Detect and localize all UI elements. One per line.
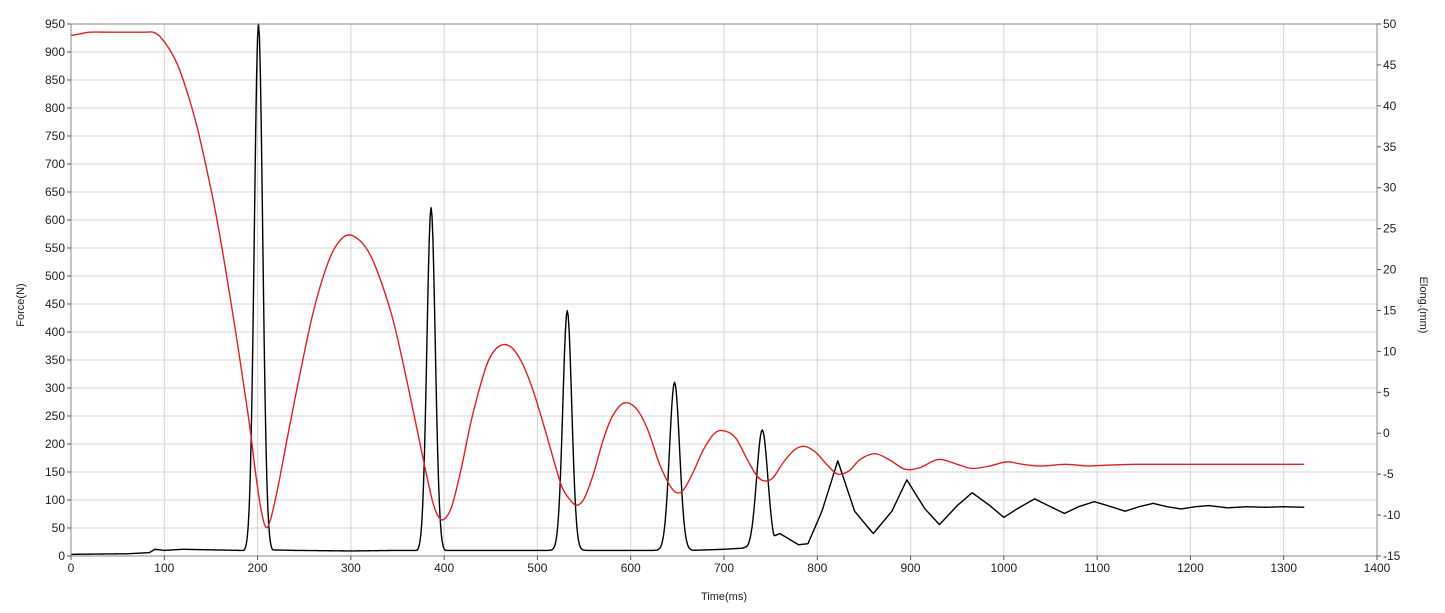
y-right-tick-label: 10: [1383, 344, 1397, 358]
y-axis-left-title: Force(N): [15, 283, 27, 326]
y-axis-right-title: Elong.(mm): [1417, 277, 1429, 334]
y-left-tick-label: 950: [45, 17, 65, 31]
y-right-tick-label: 50: [1383, 17, 1397, 31]
x-tick-label: 1100: [1084, 561, 1110, 575]
y-right-tick-label: -15: [1383, 549, 1401, 563]
y-left-tick-label: 400: [45, 325, 65, 339]
y-left-tick-label: 900: [45, 45, 65, 59]
y-right-tick-label: -10: [1383, 508, 1401, 522]
force-series-line: [70, 23, 1305, 556]
y-left-tick-label: 750: [45, 129, 65, 143]
y-left-tick-label: 200: [45, 437, 65, 451]
x-tick-label: 100: [154, 561, 174, 575]
y-left-tick-label: 350: [45, 353, 65, 367]
y-left-tick-label: 500: [45, 269, 65, 283]
y-left-tick-label: 700: [45, 157, 65, 171]
y-right-tick-label: 20: [1383, 263, 1397, 277]
tick-marks: [67, 23, 1381, 560]
x-tick-label: 200: [248, 561, 268, 575]
x-axis-title: Time(ms): [701, 591, 747, 603]
x-tick-label: 800: [807, 561, 827, 575]
y-left-tick-label: 550: [45, 241, 65, 255]
x-tick-label: 300: [341, 561, 361, 575]
series-layer: [70, 23, 1305, 556]
y-right-tick-label: 0: [1383, 426, 1390, 440]
y-left-tick-label: 800: [45, 101, 65, 115]
y-right-tick-label: 5: [1383, 385, 1390, 399]
y-right-tick-label: 35: [1383, 140, 1397, 154]
y-left-tick-label: 300: [45, 381, 65, 395]
x-tick-label: 900: [901, 561, 921, 575]
y-left-tick-label: 150: [45, 465, 65, 479]
y-left-tick-label: 600: [45, 213, 65, 227]
x-tick-label: 1300: [1270, 561, 1297, 575]
y-left-tick-label: 100: [45, 493, 65, 507]
tick-labels: 0 100 200 300 400 500 600 700 800 900 1000 1100 1200…: [45, 17, 1401, 575]
x-tick-label: 1400: [1364, 561, 1391, 575]
x-tick-label: 1200: [1177, 561, 1204, 575]
y-right-tick-label: 15: [1383, 303, 1397, 317]
x-tick-label: 500: [527, 561, 547, 575]
y-right-tick-label: -5: [1383, 467, 1394, 481]
elongation-series-line: [70, 31, 1305, 529]
y-left-tick-label: 650: [45, 185, 65, 199]
x-tick-label: 0: [68, 561, 75, 575]
y-left-tick-label: 850: [45, 73, 65, 87]
x-tick-label: 400: [434, 561, 454, 575]
y-right-tick-label: 30: [1383, 181, 1397, 195]
y-right-tick-label: 40: [1383, 99, 1397, 113]
x-tick-label: 600: [621, 561, 641, 575]
y-right-tick-label: 45: [1383, 58, 1397, 72]
y-left-tick-label: 450: [45, 297, 65, 311]
y-left-tick-label: 0: [58, 549, 65, 563]
y-right-tick-label: 25: [1383, 222, 1397, 236]
y-left-tick-label: 250: [45, 409, 65, 423]
y-left-tick-label: 50: [52, 521, 66, 535]
x-tick-label: 1000: [991, 561, 1018, 575]
x-tick-label: 700: [714, 561, 734, 575]
